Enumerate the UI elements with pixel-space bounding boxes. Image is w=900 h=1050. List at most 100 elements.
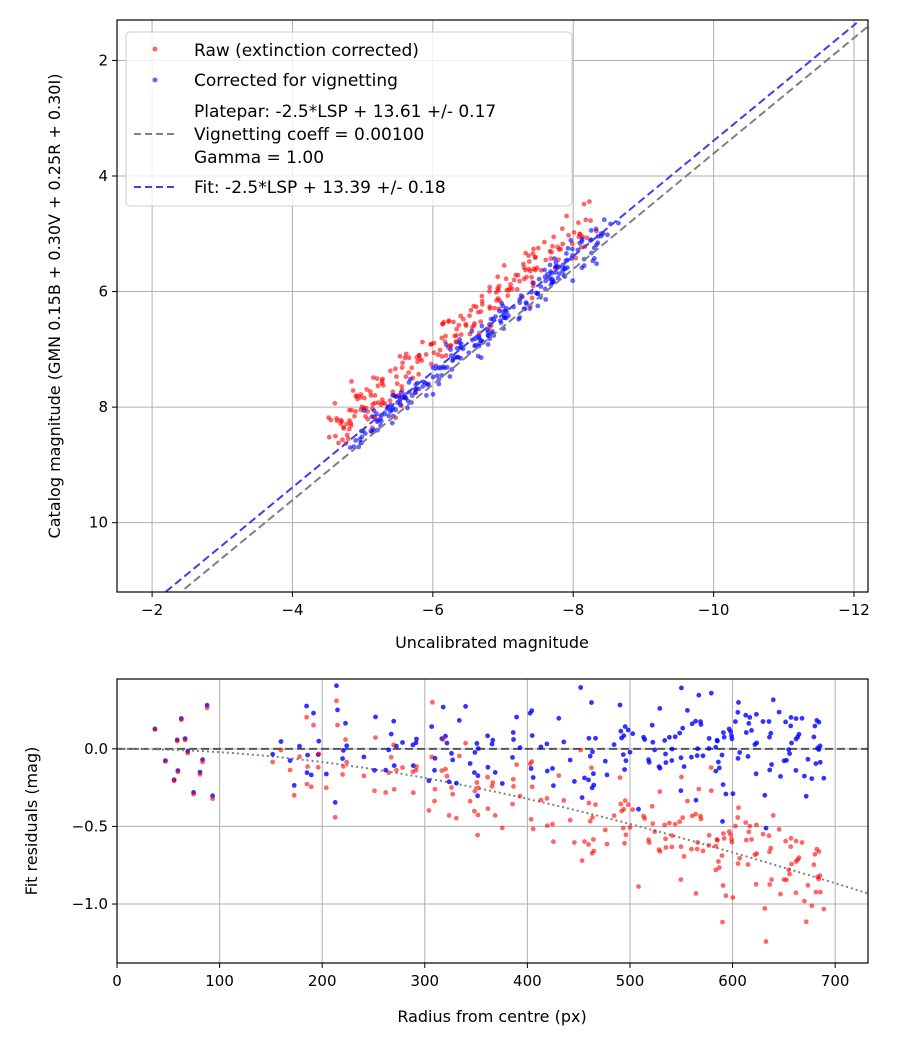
raw-residual-point [278,747,284,753]
corrected-point [592,256,597,261]
corrected-point [577,240,583,246]
raw-point [333,433,338,439]
raw-point [420,339,425,345]
legend-label-fit: Fit: -2.5*LSP + 13.39 +/- 0.18 [194,178,446,198]
raw-point [406,355,412,361]
raw-residual-point [689,846,694,852]
raw-residual-point [323,785,329,791]
raw-point [523,267,528,273]
legend-label-platepar-3: Gamma = 1.00 [194,148,324,168]
raw-point [521,261,526,267]
corrected-residual-point [627,749,633,755]
corrected-point [579,265,585,271]
raw-point [560,241,566,247]
corrected-residual-point [586,735,592,741]
corrected-residual-point [472,750,478,755]
raw-point [532,255,538,260]
corrected-residual-point [591,771,596,777]
corrected-residual-point [341,748,346,753]
raw-point [559,226,565,232]
corrected-residual-point [511,737,516,742]
corrected-residual-point [587,753,593,759]
raw-point [409,365,415,371]
corrected-point [478,337,483,343]
raw-residual-point [720,919,725,925]
raw-residual-point [527,761,533,767]
corrected-point [375,427,380,433]
raw-point [527,268,533,274]
raw-point [397,353,403,359]
raw-point [435,352,441,358]
raw-point [345,436,351,442]
raw-residual-point [591,837,596,842]
corrected-residual-point [604,772,610,778]
corrected-residual-point [454,780,459,786]
corrected-point [454,354,460,360]
raw-residual-point [305,764,310,769]
corrected-residual-point [817,759,823,765]
raw-point [448,343,453,349]
raw-point [509,286,515,292]
raw-point [399,365,405,370]
raw-residual-point [747,823,753,829]
corrected-point [485,329,491,335]
corrected-residual-point [662,738,668,743]
raw-residual-point [696,786,702,792]
corrected-residual-point [769,762,774,767]
raw-residual-point [413,767,419,773]
bottom-points [152,683,827,944]
raw-residual-point [210,796,216,802]
corrected-point [535,291,541,296]
raw-point [423,352,429,357]
corrected-residual-point [649,722,655,728]
raw-point [326,415,331,421]
raw-residual-point [572,840,577,845]
corrected-residual-point [816,719,822,725]
corrected-residual-point [335,707,340,713]
raw-residual-point [803,919,809,925]
raw-point [508,282,513,287]
corrected-residual-point [745,754,751,759]
corrected-point [616,220,621,226]
corrected-residual-point [485,733,490,739]
corrected-residual-point [796,731,802,737]
raw-residual-point [604,841,610,847]
raw-point [471,323,477,328]
corrected-residual-point [754,711,759,717]
corrected-residual-point [551,783,556,788]
raw-point [487,288,492,294]
raw-point [524,274,529,280]
corrected-residual-point [611,742,617,747]
corrected-residual-point [391,763,397,768]
raw-point [505,293,511,299]
raw-point [551,234,557,240]
raw-residual-point [788,835,794,841]
corrected-point [449,367,455,372]
raw-point [501,263,507,268]
raw-point [456,322,462,328]
raw-residual-point [716,865,722,871]
corrected-residual-point [620,752,626,757]
raw-residual-point [163,759,168,764]
raw-residual-point [582,839,587,844]
raw-residual-point [617,775,623,780]
corrected-residual-point [694,753,700,758]
corrected-residual-point [621,733,627,739]
corrected-residual-point [689,721,695,727]
raw-point [357,394,363,400]
corrected-residual-point [663,751,668,757]
raw-residual-point [589,850,595,856]
corrected-residual-point [490,737,496,743]
raw-residual-point [444,773,450,779]
corrected-residual-point [713,744,719,750]
raw-residual-point [642,816,648,821]
raw-point [493,290,499,295]
raw-point [340,437,345,443]
raw-point [529,295,535,301]
corrected-residual-point [749,728,754,733]
corrected-residual-point [586,777,591,783]
raw-residual-point [316,751,322,757]
raw-residual-point [677,819,683,825]
corrected-residual-point [793,736,799,742]
corrected-point [570,278,576,284]
